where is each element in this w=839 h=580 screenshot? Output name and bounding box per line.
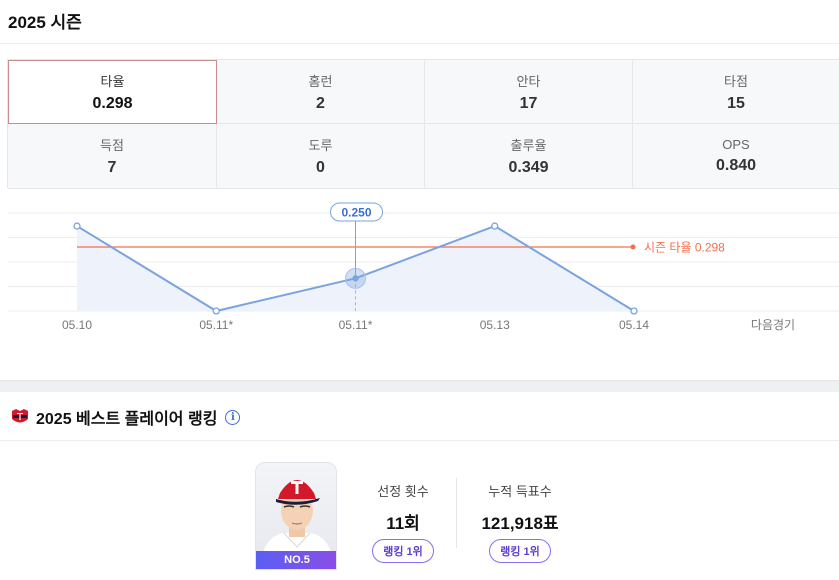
season-title: 2025 시즌	[8, 13, 82, 32]
selection-count-metric: 선정 횟수 11회 랭킹 1위	[372, 481, 434, 563]
x-tick-label: 05.14	[619, 318, 649, 332]
stat-value: 7	[107, 159, 117, 176]
x-tick-label: 05.11*	[339, 318, 373, 332]
x-tick-label: 05.11*	[199, 318, 233, 332]
stat-label: OPS	[722, 137, 750, 152]
data-point	[630, 307, 638, 315]
stat-label: 안타	[516, 73, 541, 89]
stat-label: 타율	[100, 74, 125, 89]
stat-on-base-pct[interactable]: 출루율 0.349	[425, 124, 633, 189]
stat-stolen-bases[interactable]: 도루 0	[217, 124, 425, 189]
data-point	[491, 222, 499, 230]
stat-label: 타점	[724, 73, 748, 89]
x-tick-label: 05.13	[480, 318, 510, 332]
ranking-title: 2025 베스트 플레이어 랭킹	[36, 411, 218, 428]
metric-value: 11회	[386, 514, 420, 533]
tigers-logo-icon	[12, 409, 28, 423]
reference-label: 시즌 타율 0.298	[644, 240, 725, 254]
stat-label: 출루율	[510, 138, 547, 153]
ranking-header: 2025 베스트 플레이어 랭킹 i	[10, 405, 241, 429]
stat-home-runs[interactable]: 홈런 2	[217, 60, 425, 124]
divider	[0, 43, 839, 44]
batting-average-chart: 시즌 타율 0.298 0.250 05.10 05.11* 05.11* 05.13 05…	[8, 202, 839, 332]
tooltip-value: 0.250	[341, 206, 371, 220]
stat-rbi[interactable]: 타점 15	[633, 60, 839, 124]
total-votes-metric: 누적 득표수 121,918표 랭킹 1위	[470, 481, 570, 563]
stat-batting-average[interactable]: 타율 0.298	[8, 60, 217, 124]
next-game-label: 다음경기	[751, 318, 795, 332]
stat-value: 2	[316, 94, 325, 112]
tooltip-box	[330, 202, 383, 222]
stat-label: 득점	[100, 138, 124, 153]
rank-badge[interactable]: 랭킹 1위	[489, 539, 551, 563]
stat-value: 0.349	[508, 159, 549, 176]
data-point	[73, 222, 81, 230]
stat-value: 17	[519, 94, 538, 112]
stat-ops[interactable]: OPS 0.840	[633, 124, 839, 189]
stats-grid: 타율 0.298 홈런 2 안타 17 타점 15 득점 7 도루 0 출루율 …	[7, 59, 839, 189]
stat-hits[interactable]: 안타 17	[425, 60, 633, 124]
stat-label: 홈런	[308, 73, 333, 89]
player-number-badge: NO.5	[256, 551, 336, 569]
stat-runs[interactable]: 득점 7	[8, 124, 217, 189]
player-card[interactable]: NO.5	[255, 462, 337, 570]
info-icon[interactable]: i	[225, 409, 241, 425]
metric-label: 선정 횟수	[377, 484, 429, 499]
metric-value: 121,918표	[481, 514, 559, 533]
data-point	[352, 275, 359, 282]
rank-badge[interactable]: 랭킹 1위	[372, 539, 434, 563]
divider	[456, 478, 457, 548]
data-point	[212, 307, 220, 315]
stat-label: 도루	[308, 138, 333, 153]
divider	[0, 440, 839, 441]
section-divider	[0, 380, 839, 392]
x-tick-label: 05.10	[62, 318, 92, 332]
stat-value: 0	[316, 159, 325, 176]
stat-value: 0.298	[92, 95, 133, 112]
stat-value: 0.840	[715, 157, 757, 174]
metric-label: 누적 득표수	[488, 484, 552, 499]
stat-value: 15	[727, 94, 745, 112]
reference-end-dot	[630, 244, 636, 250]
